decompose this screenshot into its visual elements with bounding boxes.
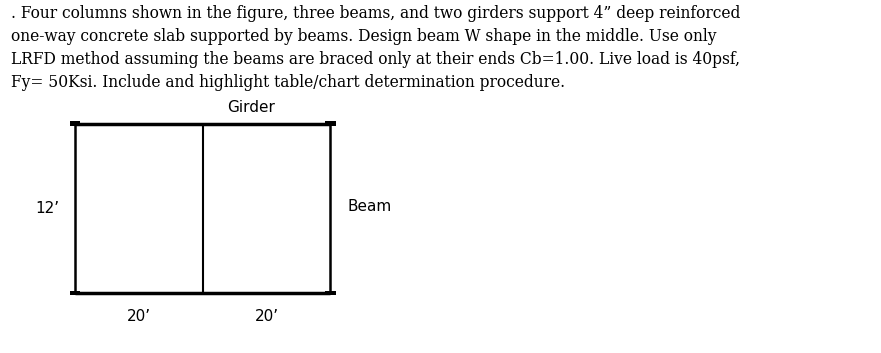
Bar <box>70 121 80 126</box>
Text: 20’: 20’ <box>127 309 152 324</box>
Text: 20’: 20’ <box>255 309 279 324</box>
Bar <box>325 121 336 126</box>
Bar <box>325 291 336 295</box>
Text: Beam: Beam <box>348 199 392 214</box>
Bar <box>70 291 80 295</box>
Text: 12’: 12’ <box>36 201 60 216</box>
Text: Girder: Girder <box>227 100 275 115</box>
Text: . Four columns shown in the figure, three beams, and two girders support 4” deep: . Four columns shown in the figure, thre… <box>11 5 740 91</box>
